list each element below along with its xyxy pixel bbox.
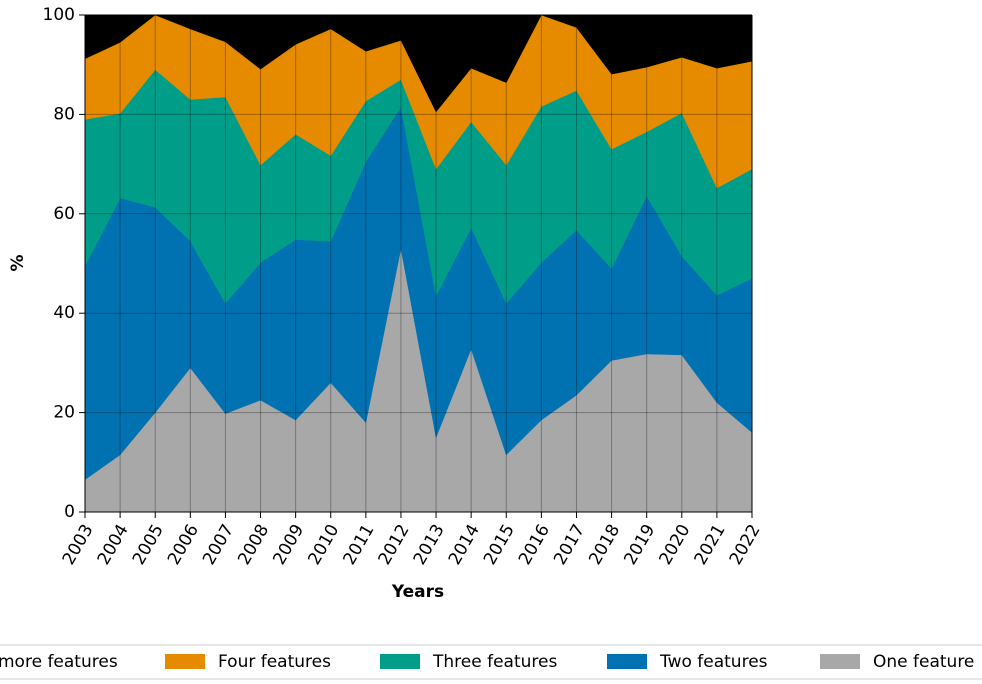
x-tick-label: 2018 — [585, 521, 624, 568]
x-tick-label: 2003 — [59, 521, 98, 568]
x-tick-label: 2009 — [269, 521, 308, 568]
y-tick-label: 100 — [43, 5, 75, 25]
y-tick-label: 60 — [53, 204, 75, 224]
x-tick-label: 2010 — [304, 521, 343, 568]
legend-label: more features — [0, 652, 118, 672]
x-tick-label: 2016 — [515, 521, 554, 568]
x-tick-label: 2020 — [655, 521, 694, 568]
legend-label: Four features — [218, 652, 331, 672]
legend-swatch — [820, 654, 860, 669]
x-axis-label: Years — [391, 582, 444, 602]
legend-label: One feature — [873, 652, 974, 672]
x-tick-label: 2006 — [164, 521, 203, 568]
x-tick-label: 2005 — [129, 521, 168, 568]
y-tick-label: 80 — [53, 104, 75, 124]
x-tick-label: 2013 — [410, 521, 449, 568]
legend-label: Three features — [432, 652, 557, 672]
y-tick-label: 0 — [64, 502, 75, 522]
x-tick-label: 2019 — [620, 521, 659, 568]
x-tick-label: 2008 — [234, 521, 273, 568]
x-tick-label: 2011 — [340, 521, 379, 568]
x-tick-label: 2012 — [375, 521, 414, 568]
y-tick-label: 40 — [53, 303, 75, 323]
legend-swatch — [380, 654, 420, 669]
x-tick-label: 2015 — [480, 521, 519, 568]
legend-label: Two features — [659, 652, 768, 672]
x-tick-label: 2022 — [726, 521, 765, 568]
y-axis-label: % — [8, 254, 28, 271]
x-tick-label: 2014 — [445, 521, 484, 568]
legend-swatch — [607, 654, 647, 669]
y-tick-label: 20 — [53, 403, 75, 423]
legend-swatch — [165, 654, 205, 669]
x-tick-label: 2004 — [94, 521, 133, 568]
x-tick-label: 2021 — [691, 521, 730, 568]
x-tick-label: 2007 — [199, 521, 238, 568]
x-tick-label: 2017 — [550, 521, 589, 568]
